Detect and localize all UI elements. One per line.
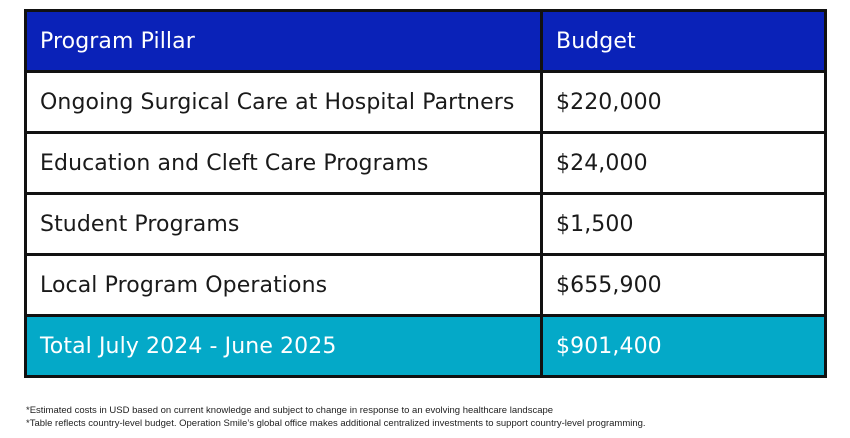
table-row: Education and Cleft Care Programs $24,00…	[24, 131, 827, 195]
budget-cell: $220,000	[540, 70, 827, 134]
budget-cell: $655,900	[540, 253, 827, 317]
total-row: Total July 2024 - June 2025 $901,400	[24, 314, 827, 378]
footnotes: *Estimated costs in USD based on current…	[26, 404, 646, 430]
table-row: Ongoing Surgical Care at Hospital Partne…	[24, 70, 827, 134]
budget-cell: $24,000	[540, 131, 827, 195]
pillar-cell: Local Program Operations	[24, 253, 543, 317]
total-budget: $901,400	[540, 314, 827, 378]
footnote: *Table reflects country-level budget. Op…	[26, 418, 646, 429]
table-row: Student Programs $1,500	[24, 192, 827, 256]
table-row: Local Program Operations $655,900	[24, 253, 827, 317]
header-budget: Budget	[540, 9, 827, 73]
table-header-row: Program Pillar Budget	[24, 9, 827, 73]
total-label: Total July 2024 - June 2025	[24, 314, 543, 378]
budget-table: Program Pillar Budget Ongoing Surgical C…	[24, 9, 827, 378]
pillar-cell: Education and Cleft Care Programs	[24, 131, 543, 195]
budget-cell: $1,500	[540, 192, 827, 256]
pillar-cell: Student Programs	[24, 192, 543, 256]
header-program-pillar: Program Pillar	[24, 9, 543, 73]
pillar-cell: Ongoing Surgical Care at Hospital Partne…	[24, 70, 543, 134]
footnote: *Estimated costs in USD based on current…	[26, 405, 554, 416]
